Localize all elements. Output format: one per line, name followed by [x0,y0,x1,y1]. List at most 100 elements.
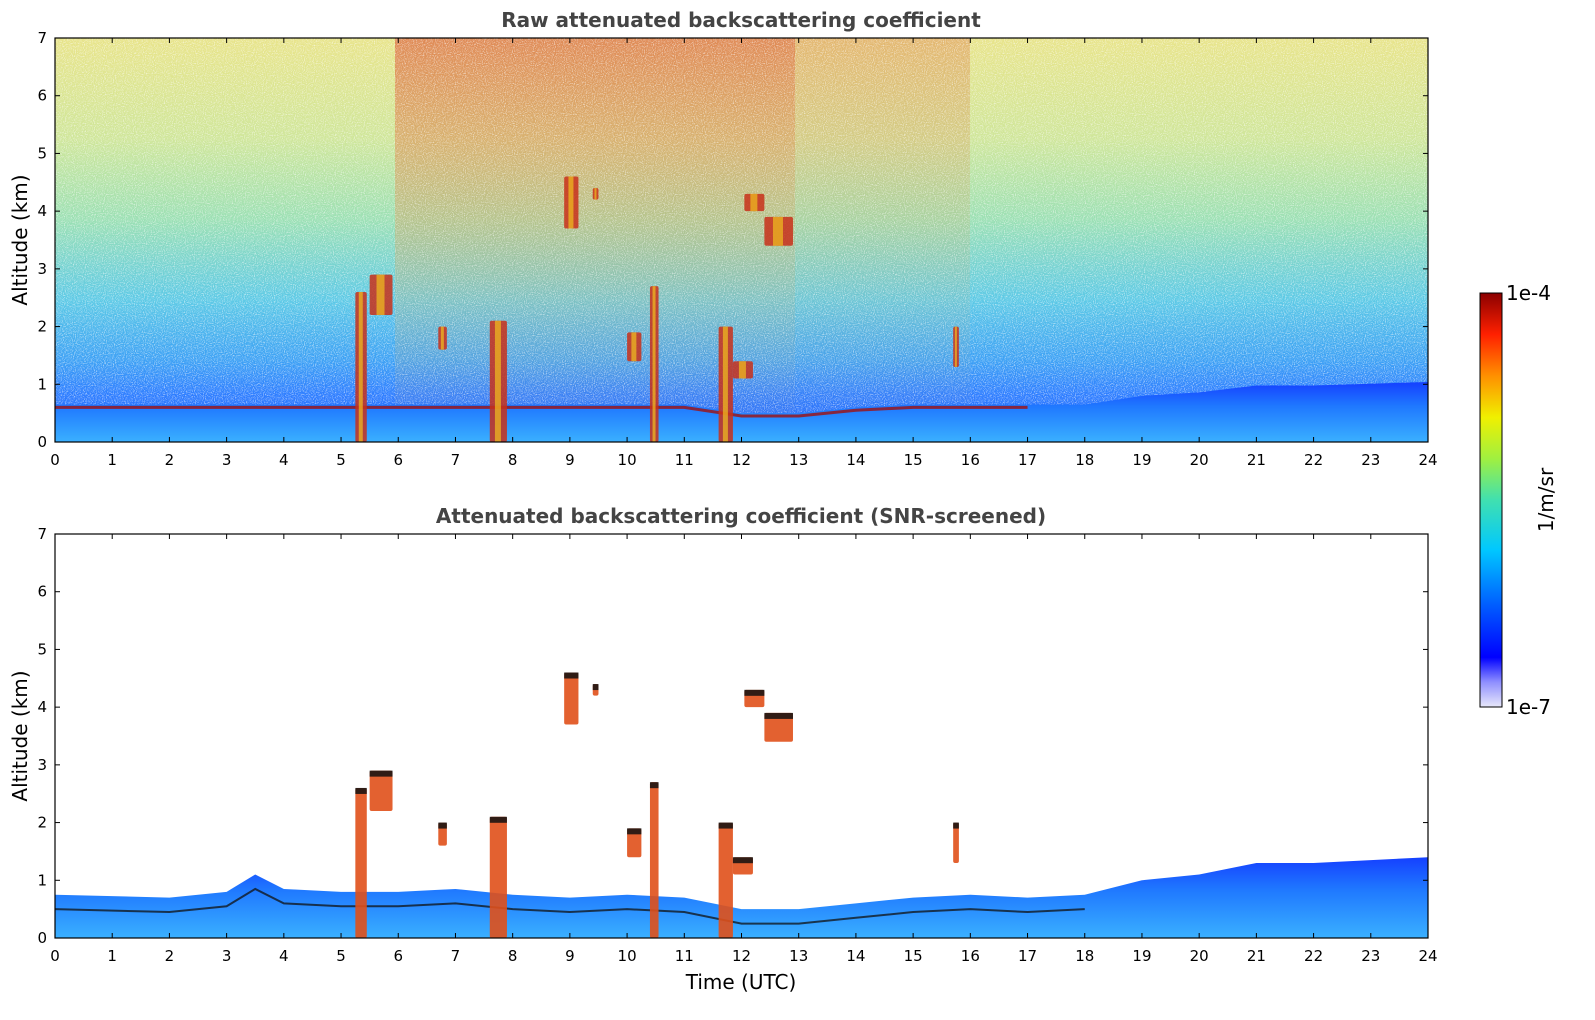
cloud-core [738,361,746,379]
x-tick-label: 5 [336,947,346,965]
y-tick-label: 7 [37,525,47,543]
y-tick-label: 2 [37,814,47,832]
x-tick-label: 12 [732,451,751,469]
screened-cloud-feature [489,816,507,938]
cloud-top-edge [369,770,393,777]
cloud-top-edge [649,782,659,789]
colorbar-gradient [1479,292,1503,708]
screened-cloud-feature [718,822,733,938]
x-tick-label: 0 [50,947,60,965]
x-tick-label: 21 [1247,451,1266,469]
screened-cloud-feature [355,787,367,938]
raw-backscatter-panel: Raw attenuated backscattering coefficien… [8,8,1438,469]
cloud-top-edge [764,712,793,719]
x-tick-label: 8 [508,451,518,469]
x-tick-label: 7 [451,451,461,469]
y-tick-label: 4 [37,202,47,220]
cloud-core [954,326,957,367]
x-tick-label: 23 [1361,451,1380,469]
x-tick-label: 12 [732,947,751,965]
cloud-top-edge [627,828,642,835]
x-tick-label: 1 [107,451,117,469]
raw-y-axis: 0 1 2 3 4 5 6 7 [37,29,1428,451]
cloud-top-edge [489,816,507,823]
x-tick-label: 24 [1418,947,1437,965]
y-tick-label: 7 [37,29,47,47]
y-tick-label: 6 [37,583,47,601]
x-tick-label: 20 [1190,451,1209,469]
x-tick-label: 15 [904,451,923,469]
x-tick-label: 17 [1018,947,1037,965]
x-tick-label: 6 [393,451,403,469]
snr-panel-title: Attenuated backscattering coefficient (S… [436,504,1046,528]
x-tick-label: 9 [565,451,575,469]
snr-y-axis: 0 1 2 3 4 5 6 7 [37,525,1428,947]
x-tick-label: 6 [393,947,403,965]
cloud-top-edge [592,684,599,691]
x-tick-label: 7 [451,947,461,965]
x-tick-label: 19 [1132,451,1151,469]
cloud-top-edge [564,672,579,679]
y-tick-label: 6 [37,87,47,105]
colorbar: 1e-4 1e-7 1/m/sr [1479,281,1558,719]
x-tick-label: 9 [565,947,575,965]
x-tick-label: 1 [107,947,117,965]
snr-x-axis: 0 1 2 3 4 5 6 7 8 9 10 11 12 13 14 15 16 17 18 19 20 21 22 23 24 [50,534,1438,965]
x-tick-label: 10 [618,947,637,965]
raw-x-axis: 0 1 2 3 4 5 6 7 8 9 10 11 12 13 14 15 16 17 18 19 20 21 22 23 24 [50,38,1438,469]
colorbar-min-label: 1e-7 [1506,695,1551,719]
y-tick-label: 3 [37,260,47,278]
screened-cloud-feature [764,712,793,742]
x-tick-label: 11 [675,451,694,469]
cloud-core [652,286,656,442]
y-tick-label: 2 [37,318,47,336]
x-axis-label: Time (UTC) [685,970,797,994]
aerosol-layer-edge [55,887,1085,925]
cloud-top-edge [953,822,959,829]
x-tick-label: 10 [618,451,637,469]
screened-cloud-feature [564,672,579,725]
x-tick-label: 13 [789,451,808,469]
cloud-top-edge [355,787,367,794]
x-tick-label: 2 [165,947,175,965]
colorbar-max-label: 1e-4 [1506,281,1551,305]
raw-y-axis-label: Altitude (km) [8,174,32,305]
x-tick-label: 22 [1304,451,1323,469]
cloud-core [376,274,385,316]
x-tick-label: 16 [961,451,980,469]
raw-heatmap-image [55,38,1428,442]
x-tick-label: 3 [222,947,232,965]
x-tick-label: 18 [1075,451,1094,469]
cloud-core [358,291,363,442]
x-tick-label: 3 [222,451,232,469]
y-tick-label: 5 [37,640,47,658]
cloud-core [568,176,574,229]
y-tick-label: 5 [37,144,47,162]
x-tick-label: 16 [961,947,980,965]
x-tick-label: 5 [336,451,346,469]
screened-cloud-feature [649,782,659,938]
snr-y-axis-label: Altitude (km) [8,670,32,801]
cloud-core [494,320,501,442]
x-tick-label: 13 [789,947,808,965]
cloud-top-edge [438,822,447,829]
x-tick-label: 23 [1361,947,1380,965]
x-tick-label: 14 [846,947,865,965]
x-tick-label: 22 [1304,947,1323,965]
y-tick-label: 0 [37,929,47,947]
x-tick-label: 18 [1075,947,1094,965]
x-tick-label: 4 [279,947,289,965]
y-tick-label: 0 [37,433,47,451]
aerosol-layer-top [55,405,1028,418]
x-tick-label: 19 [1132,947,1151,965]
x-tick-label: 2 [165,451,175,469]
y-tick-label: 1 [37,871,47,889]
cloud-core [772,216,783,246]
cloud-core [440,326,444,350]
y-tick-label: 4 [37,698,47,716]
x-tick-label: 21 [1247,947,1266,965]
x-tick-label: 17 [1018,451,1037,469]
cloud-top-edge [718,822,733,829]
x-tick-label: 4 [279,451,289,469]
